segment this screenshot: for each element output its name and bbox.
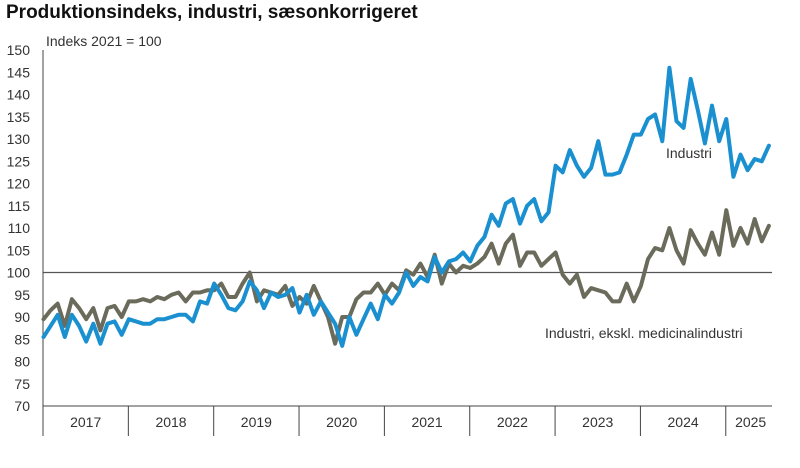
- x-tick-label: 2018: [155, 414, 186, 430]
- y-tick-label: 125: [7, 153, 31, 169]
- x-tick-label: 2025: [735, 414, 766, 430]
- series-lines: [41, 65, 771, 348]
- y-tick-label: 75: [14, 376, 30, 392]
- x-tick-label: 2023: [582, 414, 613, 430]
- x-tick-label: 2021: [411, 414, 442, 430]
- y-tick-label: 145: [7, 64, 31, 80]
- y-tick-label: 100: [7, 265, 31, 281]
- x-axis: 2017 2018 2019 2020 2021 2022 2023 2024 2025: [42, 50, 772, 436]
- label-industri-ekskl-medicinal: Industri, ekskl. medicinalindustri: [545, 325, 743, 341]
- x-tick-label: 2017: [70, 414, 101, 430]
- x-tick-label: 2024: [668, 414, 699, 430]
- y-tick-label: 80: [14, 354, 30, 370]
- series-industri-ekskl-medicinal-line: [41, 208, 771, 346]
- x-tick-label: 2020: [326, 414, 357, 430]
- x-tick-label: 2019: [241, 414, 272, 430]
- y-axis-label: Indeks 2021 = 100: [46, 33, 162, 49]
- y-tick-label: 115: [8, 198, 31, 214]
- y-tick-label: 105: [7, 242, 31, 258]
- y-tick-label: 140: [7, 87, 31, 103]
- label-industri: Industri: [666, 145, 712, 161]
- series-industri-line: [41, 65, 771, 348]
- x-tick-label: 2022: [497, 414, 528, 430]
- y-tick-label: 135: [7, 109, 31, 125]
- chart-title: Produktionsindeks, industri, sæsonkorrig…: [6, 2, 418, 23]
- y-axis-ticks: 70 75 80 85 90 95 100 105 110 115 120 125 130 135 140 1…: [7, 42, 31, 414]
- y-tick-label: 85: [14, 331, 30, 347]
- y-tick-label: 90: [14, 309, 30, 325]
- y-tick-label: 130: [7, 131, 31, 147]
- y-tick-label: 110: [8, 220, 31, 236]
- y-tick-label: 95: [14, 287, 30, 303]
- y-tick-label: 70: [14, 398, 30, 414]
- y-tick-label: 120: [7, 176, 31, 192]
- y-tick-label: 150: [7, 42, 31, 58]
